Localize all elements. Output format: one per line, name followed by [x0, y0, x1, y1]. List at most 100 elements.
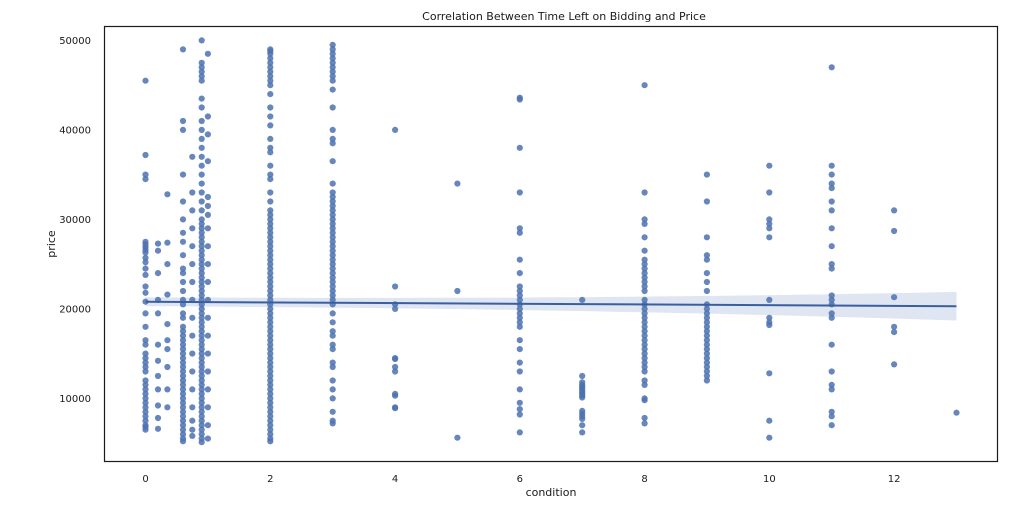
data-point [516, 310, 523, 317]
data-point [267, 283, 274, 290]
data-point [329, 319, 336, 326]
data-point [329, 73, 336, 80]
data-point [198, 243, 205, 250]
data-point [267, 341, 274, 348]
data-point [267, 216, 274, 223]
data-point [329, 135, 336, 142]
data-point [641, 82, 648, 89]
data-point [703, 359, 711, 366]
data-point [154, 310, 162, 317]
data-point [641, 337, 648, 344]
data-point [516, 292, 523, 299]
data-point [198, 73, 205, 80]
data-point [267, 243, 274, 250]
data-point [329, 225, 336, 232]
data-point [516, 337, 523, 344]
data-point [198, 332, 205, 339]
data-point [329, 158, 336, 165]
data-point [154, 425, 162, 432]
data-point [641, 381, 648, 388]
data-point [579, 296, 586, 303]
x-tick-labels: 0 2 4 6 8 10 12 [142, 474, 900, 485]
data-point [516, 346, 523, 353]
data-point [179, 363, 187, 371]
y-axis-label: price [45, 230, 58, 258]
data-point [179, 346, 187, 353]
data-point [267, 176, 274, 183]
data-point [204, 422, 211, 429]
data-point [703, 355, 711, 362]
data-point [641, 274, 648, 281]
data-point [267, 220, 274, 227]
x-tick-label: 2 [267, 474, 273, 485]
data-point [267, 350, 274, 357]
data-point [267, 247, 274, 254]
data-point [198, 287, 205, 295]
data-point [198, 350, 205, 357]
data-point [198, 216, 205, 223]
data-point [392, 283, 399, 290]
data-point [189, 350, 196, 357]
data-point [516, 287, 523, 295]
data-point [179, 422, 187, 429]
data-point [142, 323, 149, 330]
data-point [828, 171, 835, 178]
data-point [766, 314, 773, 321]
data-point [204, 350, 211, 357]
data-point [828, 207, 835, 214]
data-point [267, 104, 274, 111]
x-tick-label: 0 [142, 474, 148, 485]
data-point [204, 225, 211, 232]
data-point [198, 261, 205, 268]
data-point [766, 216, 773, 223]
data-point [828, 265, 835, 272]
data-point [179, 408, 187, 415]
points-layer [142, 37, 960, 446]
data-point [267, 399, 274, 406]
x-tick-label: 4 [392, 474, 398, 485]
data-point [189, 314, 196, 321]
data-point [189, 368, 196, 375]
data-point [828, 225, 835, 232]
data-point [329, 341, 336, 348]
data-point [579, 415, 586, 422]
data-point [198, 310, 205, 317]
data-point [329, 346, 336, 353]
data-point [204, 261, 211, 268]
data-point [198, 314, 205, 321]
data-point [189, 261, 196, 268]
data-point [198, 207, 205, 214]
data-point [516, 96, 523, 103]
data-point [267, 270, 274, 277]
data-point [142, 363, 149, 371]
regression-line [145, 300, 957, 308]
data-point [267, 431, 274, 438]
data-point [392, 305, 399, 312]
data-point [198, 274, 205, 281]
data-point [329, 193, 336, 201]
data-point [267, 211, 274, 218]
data-point [179, 46, 187, 53]
data-point [703, 337, 711, 344]
data-point [766, 434, 773, 441]
data-point [454, 287, 461, 295]
data-point [703, 328, 711, 335]
data-point [828, 422, 835, 429]
data-point [198, 265, 205, 272]
data-point [516, 399, 523, 406]
x-tick-label: 6 [517, 474, 523, 485]
data-point [154, 341, 162, 348]
data-point [641, 220, 648, 227]
data-point [142, 249, 149, 256]
data-point [329, 207, 336, 214]
data-point [641, 270, 648, 277]
data-point [189, 189, 196, 196]
data-point [267, 238, 274, 245]
data-point [142, 399, 149, 406]
data-point [142, 395, 149, 402]
data-point [267, 55, 274, 62]
data-point [267, 189, 274, 196]
data-point [204, 202, 211, 210]
data-point [329, 310, 336, 317]
